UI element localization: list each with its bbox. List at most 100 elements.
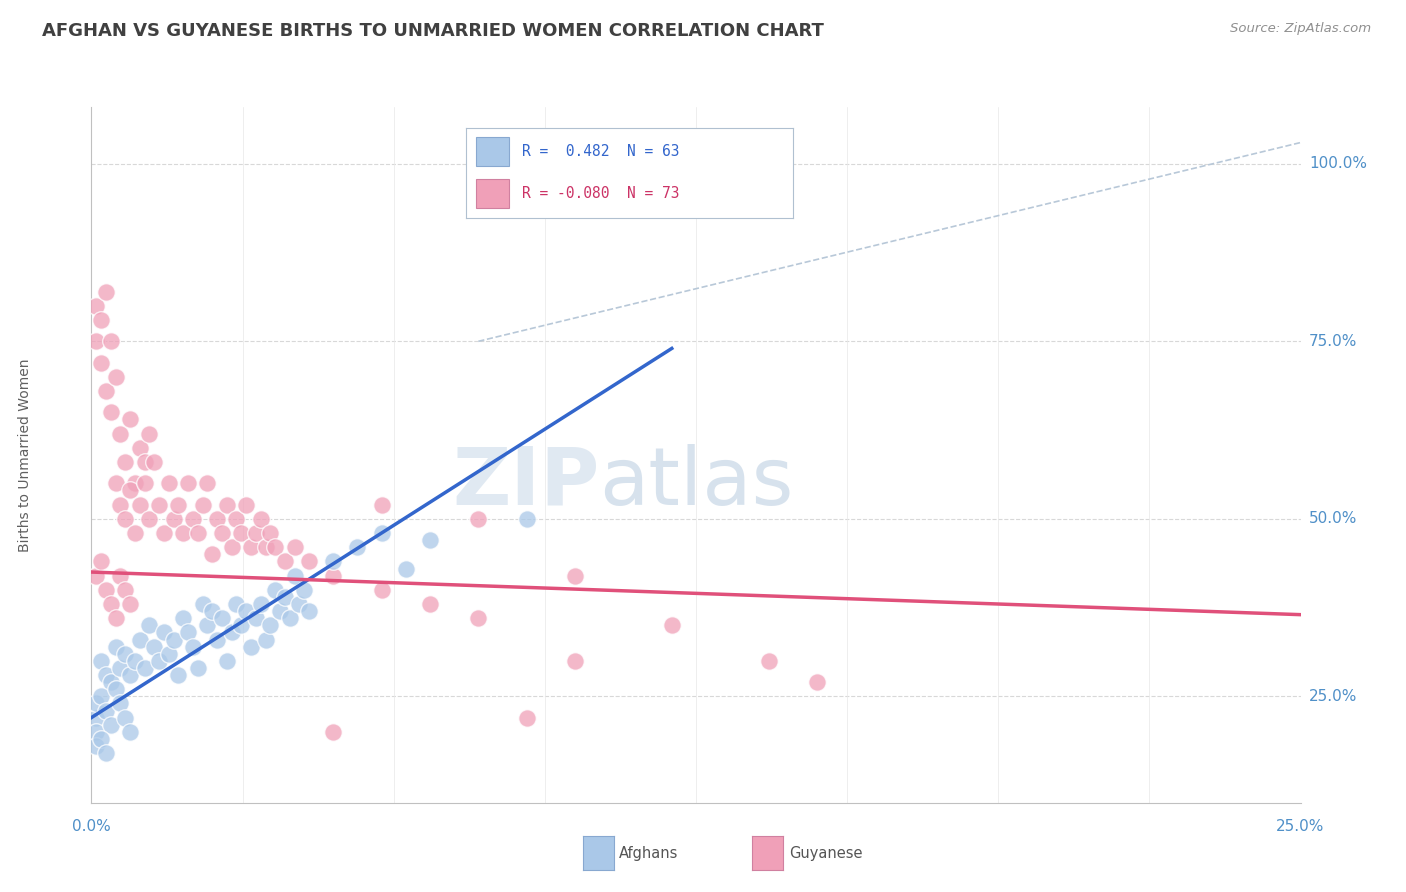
- Text: 100.0%: 100.0%: [1309, 156, 1367, 171]
- Point: [806, 675, 828, 690]
- Point: [84, 739, 107, 753]
- Point: [84, 697, 107, 711]
- Point: [138, 618, 160, 632]
- Point: [298, 554, 321, 568]
- Point: [322, 554, 344, 568]
- Point: [104, 476, 127, 491]
- Point: [215, 654, 238, 668]
- Point: [187, 526, 209, 541]
- Point: [269, 604, 291, 618]
- Point: [84, 334, 107, 349]
- Bar: [477, 178, 509, 208]
- Point: [240, 640, 263, 654]
- Point: [564, 568, 586, 582]
- Point: [94, 384, 117, 398]
- Point: [143, 640, 166, 654]
- Text: R = -0.080  N = 73: R = -0.080 N = 73: [522, 186, 679, 201]
- Point: [564, 654, 586, 668]
- Point: [259, 526, 281, 541]
- Point: [120, 483, 142, 498]
- Point: [143, 455, 166, 469]
- Point: [124, 526, 146, 541]
- Point: [128, 498, 150, 512]
- Point: [259, 618, 281, 632]
- Point: [254, 540, 277, 554]
- Point: [114, 512, 136, 526]
- Point: [84, 299, 107, 313]
- Point: [419, 597, 441, 611]
- Point: [100, 405, 122, 419]
- Point: [162, 512, 184, 526]
- Point: [278, 611, 301, 625]
- Point: [181, 640, 204, 654]
- Point: [172, 611, 194, 625]
- Point: [94, 746, 117, 760]
- Point: [157, 647, 180, 661]
- Point: [245, 611, 267, 625]
- Point: [167, 668, 190, 682]
- Text: Guyanese: Guyanese: [789, 847, 862, 861]
- Point: [661, 618, 683, 632]
- Point: [205, 512, 228, 526]
- Point: [153, 526, 176, 541]
- Point: [419, 533, 441, 548]
- Point: [298, 604, 321, 618]
- Point: [201, 547, 224, 561]
- Point: [84, 710, 107, 724]
- Point: [120, 597, 142, 611]
- Point: [288, 597, 311, 611]
- Point: [322, 724, 344, 739]
- Point: [110, 697, 132, 711]
- Point: [104, 640, 127, 654]
- Point: [94, 704, 117, 718]
- Text: 0.0%: 0.0%: [72, 819, 111, 834]
- Point: [240, 540, 263, 554]
- Point: [100, 717, 122, 731]
- Point: [124, 654, 146, 668]
- Point: [225, 512, 247, 526]
- Point: [110, 426, 132, 441]
- Point: [94, 582, 117, 597]
- Bar: [477, 137, 509, 166]
- Point: [138, 426, 160, 441]
- Point: [110, 568, 132, 582]
- Point: [94, 285, 117, 299]
- Point: [211, 526, 233, 541]
- Point: [177, 625, 200, 640]
- Point: [467, 512, 489, 526]
- Point: [370, 582, 392, 597]
- Text: Births to Unmarried Women: Births to Unmarried Women: [18, 359, 32, 551]
- Point: [114, 647, 136, 661]
- Point: [90, 356, 112, 370]
- Point: [516, 512, 538, 526]
- Point: [100, 334, 122, 349]
- Point: [211, 611, 233, 625]
- Text: R =  0.482  N = 63: R = 0.482 N = 63: [522, 144, 679, 159]
- Point: [181, 512, 204, 526]
- Point: [249, 597, 271, 611]
- Point: [292, 582, 315, 597]
- Text: 75.0%: 75.0%: [1309, 334, 1357, 349]
- Point: [134, 455, 156, 469]
- Point: [274, 590, 297, 604]
- Point: [235, 604, 257, 618]
- Point: [162, 632, 184, 647]
- Point: [221, 625, 243, 640]
- Point: [283, 540, 305, 554]
- Point: [215, 498, 238, 512]
- Point: [205, 632, 228, 647]
- Point: [114, 582, 136, 597]
- Point: [120, 724, 142, 739]
- Point: [124, 476, 146, 491]
- Point: [100, 597, 122, 611]
- Point: [148, 654, 170, 668]
- Point: [245, 526, 267, 541]
- Point: [84, 724, 107, 739]
- Point: [177, 476, 200, 491]
- Point: [148, 498, 170, 512]
- Text: Afghans: Afghans: [619, 847, 678, 861]
- Point: [187, 661, 209, 675]
- Point: [191, 597, 214, 611]
- Point: [231, 618, 253, 632]
- Text: atlas: atlas: [599, 443, 793, 522]
